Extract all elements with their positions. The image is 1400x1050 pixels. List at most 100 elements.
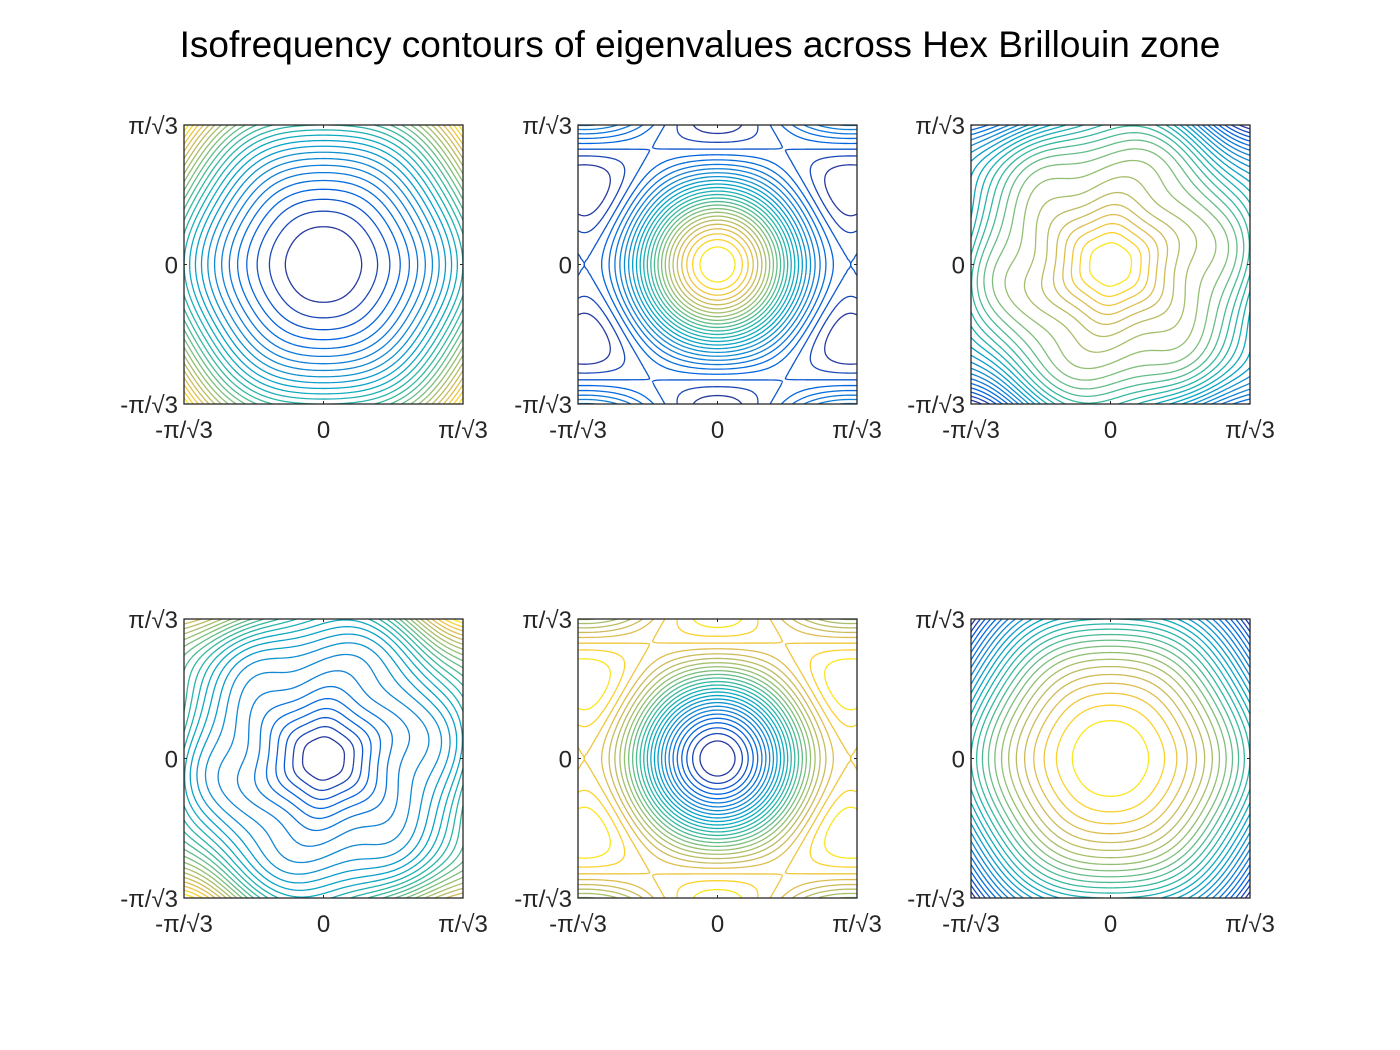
contour-line: [578, 619, 857, 898]
contour-line: [686, 727, 749, 790]
contour-line: [578, 125, 857, 404]
contour-line: [971, 619, 1250, 898]
contour-line: [657, 698, 778, 819]
contour-line: [971, 125, 1250, 404]
contour-line: [1033, 682, 1188, 835]
contour-line: [632, 179, 803, 350]
contour-line: [650, 197, 785, 332]
y-tick-label: -π/√3: [514, 392, 572, 419]
contour-panel-1: -π/√3 0 π/√3 -π/√3 0 π/√3: [120, 113, 488, 444]
contour-line: [184, 125, 463, 404]
contour-panel-2: -π/√3 0 π/√3 -π/√3 0 π/√3: [514, 113, 882, 444]
contour-line: [971, 125, 1250, 404]
contour-line: [284, 226, 363, 303]
contour-line: [578, 619, 857, 898]
contour-line: [194, 139, 453, 390]
contour-line: [1043, 692, 1178, 825]
contour-line: [578, 619, 857, 898]
contour-line: [213, 157, 434, 372]
x-tick-label: π/√3: [1225, 417, 1275, 444]
contour-line: [207, 151, 440, 378]
contour-line: [643, 684, 792, 833]
contour-line: [196, 633, 451, 884]
contour-line: [236, 670, 411, 847]
x-tick-label: π/√3: [438, 417, 488, 444]
contour-line: [971, 619, 1250, 898]
contour-line: [971, 623, 1250, 894]
y-tick-label: 0: [559, 747, 572, 774]
contour-line: [1004, 159, 1217, 370]
contour-line: [664, 705, 771, 812]
contour-line: [971, 619, 1250, 898]
contour-line: [184, 619, 463, 898]
contour-line: [971, 125, 1250, 404]
contour-line: [200, 145, 447, 384]
contour-line: [650, 691, 785, 826]
contour-line: [578, 125, 857, 404]
axes-box: [183, 618, 464, 899]
x-tick-label: π/√3: [832, 417, 882, 444]
y-tick-label: π/√3: [128, 607, 178, 634]
axes-box: [970, 618, 1251, 899]
y-tick-label: -π/√3: [514, 886, 572, 913]
contour-line: [184, 619, 463, 898]
contour-line: [1000, 651, 1221, 866]
contour-line: [971, 125, 1250, 404]
contour-line: [971, 125, 1250, 404]
contour-lines-6: [971, 619, 1250, 898]
contour-line: [184, 619, 463, 898]
contour-line: [578, 125, 857, 404]
y-tick-label: π/√3: [915, 607, 965, 634]
y-tick-label: π/√3: [522, 607, 572, 634]
contour-line: [256, 198, 391, 331]
contour-line: [184, 125, 463, 404]
contour-line: [578, 125, 857, 404]
contour-line: [1062, 213, 1159, 316]
contour-line: [1071, 720, 1150, 797]
contour-line: [653, 200, 782, 329]
contour-line: [268, 210, 379, 319]
x-tick-label: 0: [1104, 417, 1117, 444]
contour-line: [971, 125, 1250, 404]
contour-line: [975, 628, 1246, 889]
contour-line: [987, 639, 1234, 878]
contour-line: [971, 125, 1250, 404]
contour-line: [184, 619, 463, 898]
contour-line: [971, 619, 1250, 898]
contour-line: [971, 125, 1250, 404]
contour-line: [971, 619, 1250, 898]
contour-line: [184, 619, 463, 898]
contour-line: [1023, 673, 1198, 844]
contour-line: [971, 125, 1250, 404]
contour-panel-3: -π/√3 0 π/√3 -π/√3 0 π/√3: [907, 113, 1275, 444]
x-tick-label: -π/√3: [155, 911, 213, 938]
contour-line: [292, 725, 355, 792]
y-tick-label: -π/√3: [120, 392, 178, 419]
contour-line: [184, 619, 463, 898]
axes-box: [970, 124, 1251, 405]
contour-line: [660, 702, 775, 815]
contour-line: [657, 204, 778, 325]
contour-line: [971, 125, 1250, 404]
y-tick-label: π/√3: [128, 113, 178, 140]
x-tick-label: 0: [1104, 911, 1117, 938]
y-tick-label: 0: [165, 253, 178, 280]
contour-line: [646, 193, 789, 336]
contour-line: [971, 619, 1250, 898]
x-tick-label: -π/√3: [942, 417, 1000, 444]
contour-line: [676, 717, 759, 800]
y-tick-label: -π/√3: [907, 886, 965, 913]
contour-line: [635, 677, 800, 840]
x-tick-label: 0: [711, 417, 724, 444]
contour-line: [971, 619, 1250, 898]
contour-line: [1079, 231, 1142, 298]
contour-line: [1052, 203, 1169, 326]
contour-lines-1: [184, 125, 463, 404]
contour-lines-5: [578, 619, 857, 898]
x-tick-label: π/√3: [1225, 911, 1275, 938]
contour-line: [983, 139, 1238, 390]
y-tick-label: π/√3: [915, 113, 965, 140]
contour-line: [184, 125, 463, 404]
contour-line: [188, 134, 459, 395]
